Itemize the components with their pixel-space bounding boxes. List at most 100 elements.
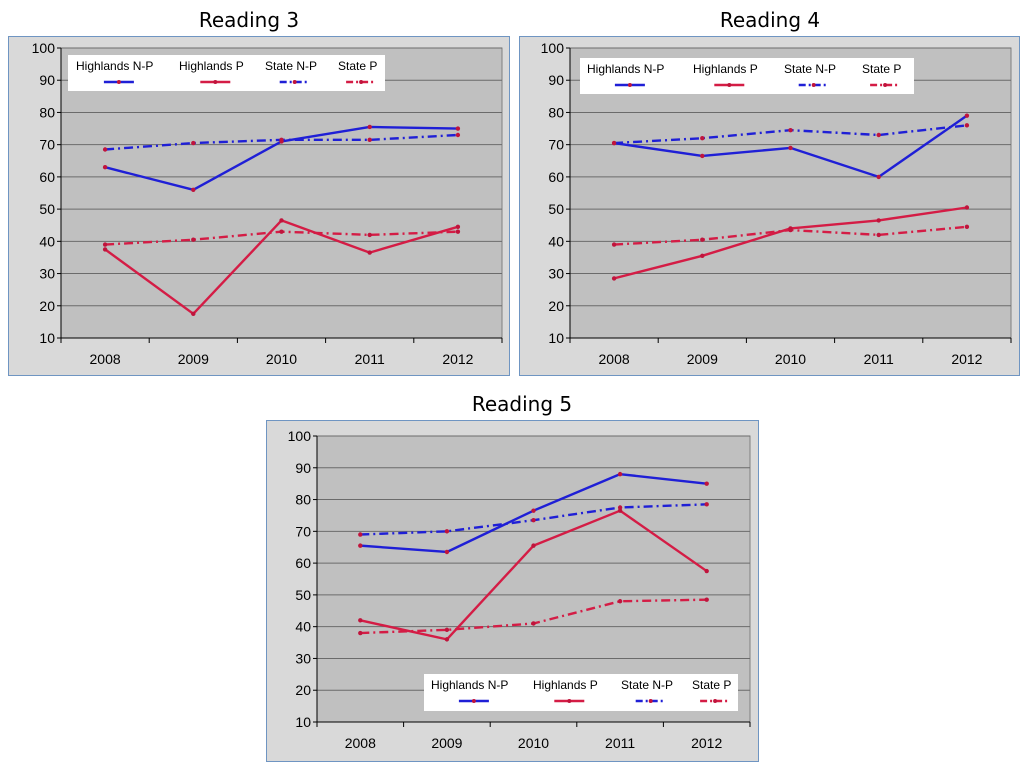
y-tick-label-30: 30 bbox=[295, 650, 311, 666]
chart-panel-reading-3: 10 20 30 40 50 60 70 80 90 100 2008 2009 2010 2011 201… bbox=[8, 36, 510, 376]
data-point-state-n-p-2008 bbox=[102, 147, 108, 152]
x-tick-label-2009: 2009 bbox=[178, 351, 209, 367]
y-tick-label-50: 50 bbox=[295, 587, 311, 603]
y-tick-label-70: 70 bbox=[39, 137, 55, 153]
legend-box bbox=[580, 58, 914, 94]
data-point-highlands-n-p-2012 bbox=[704, 481, 709, 486]
data-point-state-n-p-2008 bbox=[358, 532, 363, 537]
data-point-highlands-p-2008 bbox=[611, 276, 617, 281]
data-point-highlands-p-2009 bbox=[191, 311, 196, 317]
data-point-state-n-p-2009 bbox=[444, 529, 450, 534]
y-tick-label-40: 40 bbox=[295, 619, 311, 635]
x-tick-label-2008: 2008 bbox=[599, 351, 630, 367]
data-point-state-n-p-2008 bbox=[611, 140, 617, 146]
data-point-state-p-2009 bbox=[444, 627, 450, 633]
data-point-state-n-p-2012 bbox=[704, 502, 709, 507]
data-point-state-n-p-2012 bbox=[964, 123, 970, 128]
data-point-state-p-2008 bbox=[102, 242, 108, 247]
data-point-highlands-n-p-2012 bbox=[455, 126, 461, 131]
y-tick-label-100: 100 bbox=[32, 40, 56, 56]
data-point-state-n-p-2010 bbox=[531, 518, 536, 523]
legend-label-highlands-n-p: Highlands N-P bbox=[587, 62, 664, 76]
legend-label-state-n-p: State N-P bbox=[621, 678, 673, 692]
data-point-state-p-2012 bbox=[964, 224, 970, 230]
legend-box bbox=[424, 674, 738, 711]
y-tick-label-30: 30 bbox=[39, 266, 55, 282]
data-point-highlands-n-p-2011 bbox=[876, 174, 881, 180]
legend-label-state-p: State P bbox=[338, 59, 377, 73]
data-point-highlands-n-p-2008 bbox=[102, 165, 108, 170]
line-chart-reading-5: 10 20 30 40 50 60 70 80 90 100 2008 2009 2010 2011 201… bbox=[288, 428, 751, 751]
legend-marker-highlands-n-p bbox=[627, 83, 632, 87]
legend-label-state-n-p: State N-P bbox=[784, 62, 836, 76]
line-chart-reading-4: 10 20 30 40 50 60 70 80 90 100 2008 2009 2010 2011 201… bbox=[541, 40, 1012, 367]
data-point-state-p-2008 bbox=[358, 630, 363, 636]
x-tick-label-2009: 2009 bbox=[431, 735, 462, 751]
chart-title-reading-4: Reading 4 bbox=[719, 8, 821, 32]
x-tick-label-2012: 2012 bbox=[442, 351, 473, 367]
legend-label-highlands-p: Highlands P bbox=[533, 678, 598, 692]
data-point-state-p-2010 bbox=[279, 229, 284, 234]
data-point-highlands-n-p-2009 bbox=[191, 187, 196, 192]
data-point-highlands-p-2012 bbox=[704, 568, 709, 574]
y-tick-label-90: 90 bbox=[295, 460, 311, 476]
y-tick-label-10: 10 bbox=[548, 330, 564, 346]
data-point-highlands-p-2010 bbox=[531, 543, 536, 548]
y-tick-label-90: 90 bbox=[39, 72, 55, 88]
data-point-state-p-2008 bbox=[611, 242, 617, 247]
data-point-state-n-p-2010 bbox=[279, 137, 284, 143]
y-tick-label-50: 50 bbox=[39, 201, 55, 217]
plot-area bbox=[60, 47, 503, 339]
legend-marker-state-p bbox=[713, 699, 718, 703]
data-point-highlands-n-p-2011 bbox=[617, 471, 623, 477]
data-point-state-p-2012 bbox=[704, 597, 709, 602]
data-point-highlands-p-2008 bbox=[102, 247, 108, 252]
x-tick-label-2008: 2008 bbox=[345, 735, 376, 751]
y-tick-label-70: 70 bbox=[548, 137, 564, 153]
x-tick-label-2010: 2010 bbox=[266, 351, 297, 367]
data-point-state-p-2011 bbox=[617, 599, 623, 604]
y-tick-label-30: 30 bbox=[548, 266, 564, 282]
data-point-highlands-n-p-2010 bbox=[531, 508, 536, 513]
legend-label-highlands-p: Highlands P bbox=[693, 62, 758, 76]
data-point-state-n-p-2011 bbox=[367, 137, 372, 143]
y-tick-label-20: 20 bbox=[39, 298, 55, 314]
legend-label-highlands-n-p: Highlands N-P bbox=[76, 59, 153, 73]
y-tick-label-60: 60 bbox=[39, 169, 55, 185]
data-point-state-p-2011 bbox=[367, 232, 372, 238]
data-point-highlands-p-2011 bbox=[617, 508, 623, 513]
legend-marker-state-p bbox=[883, 83, 888, 87]
legend-box bbox=[68, 55, 385, 91]
x-tick-label-2010: 2010 bbox=[518, 735, 549, 751]
data-point-state-n-p-2009 bbox=[191, 140, 196, 146]
data-point-state-n-p-2011 bbox=[617, 505, 623, 510]
legend-marker-state-p bbox=[359, 80, 364, 84]
legend-label-state-p: State P bbox=[862, 62, 901, 76]
y-tick-label-80: 80 bbox=[39, 104, 55, 120]
y-tick-label-40: 40 bbox=[548, 233, 564, 249]
legend-marker-highlands-p bbox=[567, 699, 572, 703]
legend-label-state-n-p: State N-P bbox=[265, 59, 317, 73]
chart-panel-reading-5: 10 20 30 40 50 60 70 80 90 100 2008 2009 2010 2011 201… bbox=[266, 420, 759, 762]
data-point-highlands-n-p-2008 bbox=[358, 543, 363, 548]
x-tick-label-2011: 2011 bbox=[355, 351, 385, 367]
data-point-state-p-2009 bbox=[191, 237, 196, 242]
y-tick-label-60: 60 bbox=[295, 555, 311, 571]
data-point-highlands-p-2011 bbox=[876, 218, 881, 223]
data-point-highlands-n-p-2009 bbox=[444, 549, 450, 555]
legend-label-state-p: State P bbox=[692, 678, 731, 692]
data-point-state-p-2011 bbox=[876, 232, 881, 238]
chart-title-reading-3: Reading 3 bbox=[198, 8, 300, 32]
y-tick-label-10: 10 bbox=[295, 714, 311, 730]
data-point-highlands-p-2009 bbox=[700, 253, 705, 259]
data-point-highlands-p-2012 bbox=[455, 224, 461, 230]
y-tick-label-60: 60 bbox=[548, 169, 564, 185]
data-point-state-n-p-2012 bbox=[455, 132, 461, 138]
y-tick-label-20: 20 bbox=[548, 298, 564, 314]
data-point-highlands-n-p-2009 bbox=[700, 153, 705, 159]
data-point-state-n-p-2010 bbox=[788, 127, 793, 133]
data-point-state-p-2010 bbox=[788, 227, 793, 233]
x-tick-label-2012: 2012 bbox=[951, 351, 982, 367]
x-tick-label-2011: 2011 bbox=[864, 351, 894, 367]
chart-panel-reading-4: 10 20 30 40 50 60 70 80 90 100 2008 2009 2010 2011 201… bbox=[519, 36, 1020, 376]
